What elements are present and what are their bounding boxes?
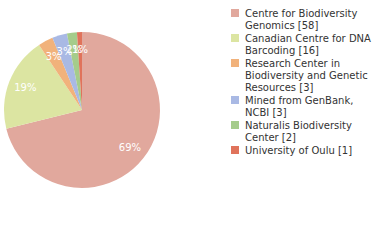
legend-swatch: [231, 96, 239, 104]
legend-label: University of Oulu [1]: [245, 145, 352, 156]
legend-label: Canadian Centre for DNABarcoding [16]: [245, 33, 371, 56]
data-label: 69%: [119, 142, 141, 153]
data-label: 1%: [72, 44, 88, 55]
legend-label: Mined from GenBank,NCBI [3]: [245, 95, 353, 118]
chart: 69%19%3%3%2%1%Centre for BiodiversityGen…: [0, 0, 380, 240]
data-label: 19%: [14, 82, 36, 93]
legend-swatch: [231, 146, 239, 154]
legend-swatch: [231, 34, 239, 42]
pie: [4, 32, 160, 188]
legend-swatch: [231, 9, 239, 17]
data-labels: 69%19%3%3%2%1%: [14, 44, 141, 153]
legend-label: Centre for BiodiversityGenomics [58]: [245, 8, 358, 31]
legend: Centre for BiodiversityGenomics [58]Cana…: [231, 8, 371, 156]
legend-label: Naturalis BiodiversityCenter [2]: [245, 120, 352, 143]
legend-swatch: [231, 121, 239, 129]
legend-label: Research Center inBiodiversity and Genet…: [245, 58, 368, 93]
legend-swatch: [231, 59, 239, 67]
